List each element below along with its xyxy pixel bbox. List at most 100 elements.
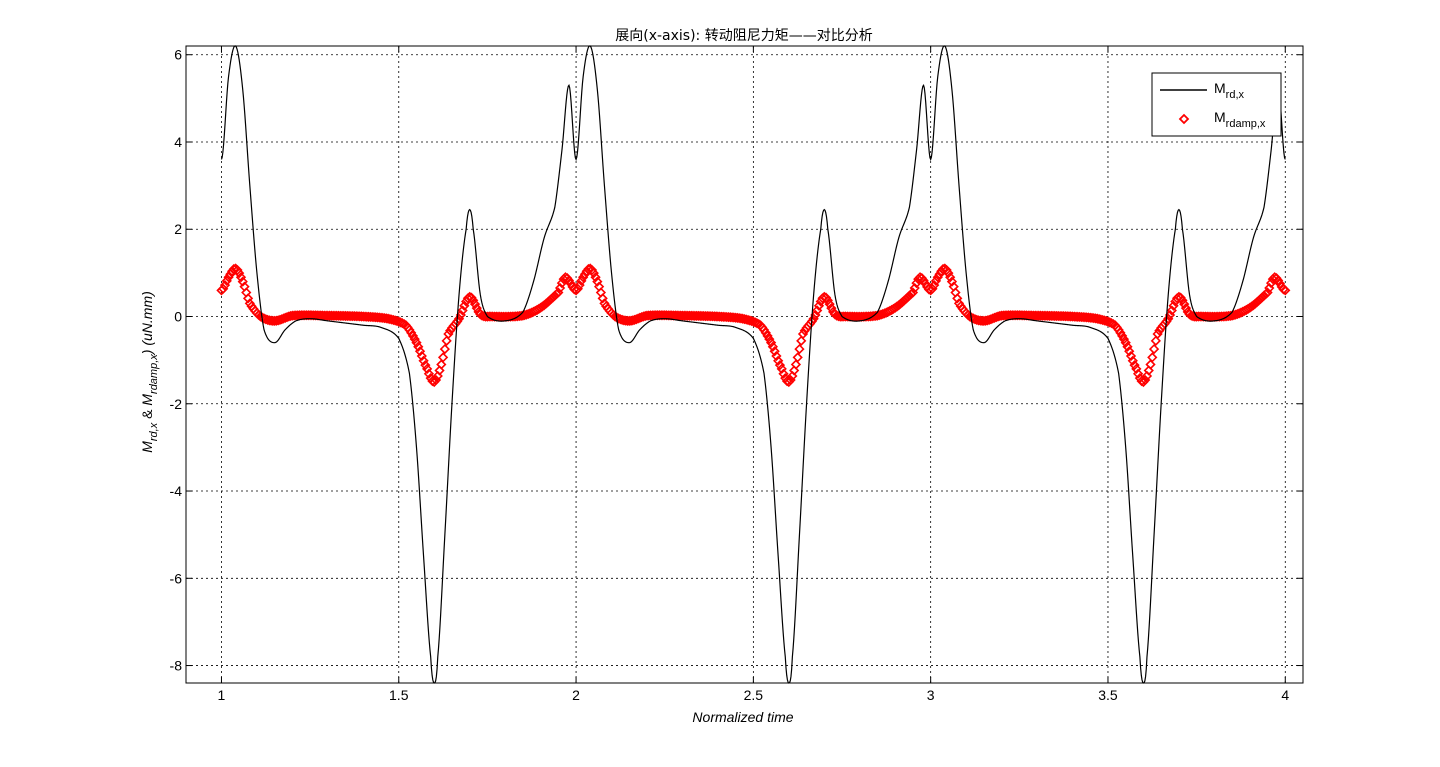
y-label-symbol-1: M bbox=[139, 441, 155, 453]
series-mrdamp-point bbox=[920, 278, 931, 289]
legend: Mrd,x Mrdamp,x bbox=[1151, 72, 1282, 137]
series-mrdamp-point bbox=[760, 327, 771, 338]
y-tick-label: 2 bbox=[174, 221, 182, 237]
series-mrdamp-point bbox=[586, 264, 598, 276]
series-mrdamp-point bbox=[1273, 275, 1284, 286]
series-mrdamp-point bbox=[565, 278, 576, 289]
series-mrdamp-point bbox=[563, 275, 575, 286]
y-label-ampersand: & bbox=[139, 406, 155, 423]
series-mrdamp-point bbox=[1179, 298, 1190, 310]
series-mrdamp-point bbox=[826, 303, 837, 314]
series-mrdamp-point bbox=[918, 275, 929, 286]
axis-ticks: 1 1.5 2 2.5 3 3.5 4 -8 -6 -4 -2 0 2 4 6 bbox=[170, 46, 1303, 703]
series-mrdamp-point bbox=[932, 272, 943, 283]
y-tick-label: 6 bbox=[174, 47, 182, 63]
series-mrdamp-point bbox=[436, 359, 447, 370]
y-label-subscript-1: rd,x bbox=[148, 422, 160, 441]
series-mrdamp-point bbox=[592, 276, 603, 287]
series-mrdamp-point bbox=[774, 360, 786, 371]
series-mrdamp-point bbox=[765, 337, 777, 348]
x-tick-label: 2.5 bbox=[744, 687, 764, 703]
x-tick-label: 4 bbox=[1281, 687, 1289, 703]
series-mrdamp-point bbox=[581, 266, 592, 277]
y-tick-label: -4 bbox=[170, 483, 183, 499]
series-mrdamp-point bbox=[409, 334, 420, 345]
series-mrdamp-point bbox=[418, 355, 429, 366]
series-mrdamp-point bbox=[945, 272, 956, 283]
x-axis-label: Normalized time bbox=[692, 709, 793, 725]
series-mrdamp-point bbox=[1127, 355, 1138, 366]
y-axis-label: Mrd,x & Mrdamp,x) (uN.mm) bbox=[139, 291, 160, 453]
series-mrdamp-point bbox=[1147, 352, 1158, 363]
series-mrdamp-point bbox=[769, 346, 780, 357]
series-mrdamp-point bbox=[1143, 365, 1154, 376]
series-mrdamp-point bbox=[411, 337, 422, 348]
x-tick-label: 1.5 bbox=[389, 687, 409, 703]
series-mrdamp-point bbox=[1177, 295, 1188, 306]
series-mrdamp-point bbox=[406, 327, 417, 338]
series-mrdamp-point bbox=[941, 264, 952, 276]
series-mrdamp-point bbox=[822, 295, 833, 306]
legend-entry-mrd: Mrd,x bbox=[1214, 80, 1245, 101]
series-mrdamp-point bbox=[578, 272, 589, 283]
y-tick-label: -8 bbox=[170, 658, 183, 674]
series-mrdamp-point bbox=[1280, 285, 1291, 296]
series-mrdamp-point bbox=[790, 359, 802, 370]
series-mrdamp-point bbox=[420, 360, 431, 371]
series-mrdamp-point bbox=[625, 315, 637, 326]
series-mrdamp-point bbox=[414, 346, 426, 357]
series-mrdamp-point bbox=[1131, 363, 1142, 374]
series-mrdamp-point bbox=[1124, 346, 1135, 357]
x-tick-label: 2 bbox=[572, 687, 580, 703]
legend-entry-mrd-sub: rd,x bbox=[1226, 89, 1245, 101]
series-mrdamp-point bbox=[794, 343, 805, 355]
series-mrdamp-point bbox=[237, 276, 248, 287]
series-mrdamp-point bbox=[597, 293, 608, 304]
series-mrdamp-point bbox=[413, 341, 424, 352]
series-mrdamp-point bbox=[764, 334, 775, 345]
x-tick-label: 1 bbox=[218, 687, 226, 703]
series-layer bbox=[216, 45, 1291, 684]
series-mrdamp-point bbox=[1117, 330, 1128, 341]
series-mrdamp-point bbox=[778, 368, 789, 379]
series-mrdamp-point bbox=[1132, 368, 1144, 379]
chart-title: 展向(x-axis): 转动阻尼力矩——对比分析 bbox=[615, 28, 872, 44]
series-mrdamp-point bbox=[1120, 337, 1131, 348]
legend-entry-mrdamp: Mrdamp,x bbox=[1214, 109, 1266, 130]
series-mrdamp-point bbox=[767, 341, 778, 352]
y-label-symbol-2: M bbox=[139, 394, 155, 406]
series-mrdamp-point bbox=[226, 266, 238, 277]
plot-frame bbox=[185, 45, 1304, 684]
y-label-subscript-2: rdamp,x bbox=[148, 354, 160, 394]
series-mrdamp-point bbox=[943, 268, 954, 279]
series-mrdamp-point bbox=[789, 365, 800, 376]
series-mrdamp-point bbox=[762, 330, 773, 341]
series-mrdamp-point bbox=[773, 355, 784, 366]
series-mrdamp-point bbox=[824, 298, 835, 310]
series-mrdamp-point bbox=[242, 293, 254, 304]
series-mrdamp-point bbox=[434, 365, 445, 376]
y-tick-label: -6 bbox=[170, 570, 183, 586]
series-mrdamp-point bbox=[469, 298, 481, 310]
series-mrdamp-point bbox=[792, 352, 803, 363]
series-mrdamp-point bbox=[471, 303, 482, 314]
series-mrdamp-point bbox=[421, 363, 433, 374]
y-tick-label: 4 bbox=[174, 134, 182, 150]
y-tick-label: -2 bbox=[170, 396, 183, 412]
series-mrdamp-point bbox=[952, 293, 963, 304]
series-mrdamp-point bbox=[223, 272, 234, 283]
series-mrdamp-point bbox=[468, 295, 479, 306]
series-mrdamp-point bbox=[1145, 359, 1156, 370]
series-mrdamp-point bbox=[771, 350, 782, 362]
legend-entry-mrd-main: M bbox=[1214, 80, 1226, 96]
legend-entry-mrdamp-sub: rdamp,x bbox=[1226, 118, 1266, 130]
y-label-units: ) (uN.mm) bbox=[139, 291, 155, 356]
series-mrdamp-point bbox=[1125, 350, 1137, 362]
series-mrdamp-point bbox=[423, 368, 435, 379]
series-mrdamp-point bbox=[946, 276, 958, 287]
series-mrdamp-point bbox=[235, 272, 247, 283]
legend-box bbox=[1151, 72, 1282, 137]
series-mrdamp-markers bbox=[216, 263, 1291, 388]
y-tick-label: 0 bbox=[174, 309, 182, 325]
